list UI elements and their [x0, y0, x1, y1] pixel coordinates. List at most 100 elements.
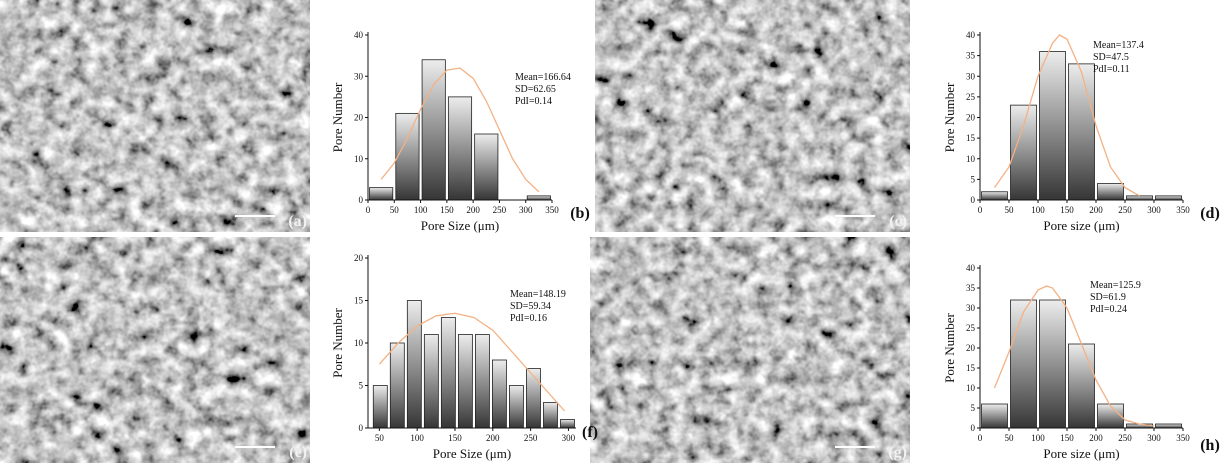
panel-label: (d): [1200, 205, 1220, 222]
bar: [458, 335, 472, 429]
x-tick-label: 200: [466, 205, 480, 215]
x-tick-label: 300: [562, 433, 576, 443]
bar: [509, 386, 523, 429]
y-axis-title: Pore Number: [942, 312, 957, 382]
y-tick-label: 40: [354, 30, 364, 40]
x-tick-label: 100: [414, 205, 428, 215]
x-tick-label: 200: [486, 433, 500, 443]
annotation: SD=59.34: [510, 301, 551, 312]
bar: [982, 192, 1008, 200]
y-tick-label: 0: [971, 423, 976, 433]
panel-label: (h): [1200, 437, 1220, 454]
y-tick-label: 5: [971, 174, 976, 184]
y-tick-label: 30: [966, 71, 976, 81]
bar: [1156, 196, 1182, 200]
y-tick-label: 0: [359, 195, 364, 205]
y-tick-label: 5: [359, 381, 364, 391]
y-tick-label: 25: [966, 323, 976, 333]
x-tick-label: 50: [375, 433, 385, 443]
x-tick-label: 250: [1118, 433, 1132, 443]
sem-image: [595, 0, 910, 232]
bar: [1011, 300, 1037, 428]
y-tick-label: 40: [966, 263, 976, 273]
annotation: PdI=0.14: [515, 96, 552, 107]
y-tick-label: 15: [354, 296, 364, 306]
annotation: SD=61.9: [1090, 292, 1126, 303]
bar: [407, 301, 421, 429]
x-tick-label: 250: [1118, 205, 1132, 215]
y-tick-label: 30: [966, 303, 976, 313]
y-tick-label: 40: [966, 30, 976, 40]
bar: [1040, 300, 1066, 428]
annotation: Mean=166.64: [515, 72, 571, 83]
sem-image: [0, 237, 310, 463]
image-label: (e): [289, 444, 307, 461]
annotation: SD=47.5: [1093, 52, 1129, 63]
image-label: (c): [889, 213, 907, 230]
bar: [370, 188, 393, 200]
y-tick-label: 5: [971, 403, 976, 413]
bar: [1156, 424, 1182, 428]
x-tick-label: 0: [978, 433, 983, 443]
figure: (a)(c)(e)(g)0102030400501001502002503003…: [0, 0, 1221, 463]
annotation: SD=62.65: [515, 84, 556, 95]
x-tick-label: 200: [1089, 205, 1103, 215]
panel-label: (f): [582, 424, 598, 441]
y-tick-label: 25: [966, 92, 976, 102]
bar: [422, 60, 445, 200]
annotation: Mean=125.9: [1090, 280, 1141, 291]
bar: [982, 404, 1008, 428]
x-axis-title: Pore size (μm): [1043, 218, 1119, 233]
y-tick-label: 10: [966, 154, 976, 164]
image-label: (a): [288, 213, 307, 230]
bar: [543, 403, 557, 429]
x-tick-label: 150: [1060, 205, 1074, 215]
bar: [475, 335, 489, 429]
y-tick-label: 20: [966, 343, 976, 353]
x-axis-title: Pore Size (μm): [433, 446, 511, 461]
bar: [492, 360, 506, 428]
bar: [475, 134, 498, 200]
panel-label: (b): [570, 205, 590, 222]
y-tick-label: 30: [354, 71, 364, 81]
y-axis-title: Pore Number: [330, 307, 345, 377]
bar: [1127, 196, 1153, 200]
x-tick-label: 350: [545, 205, 559, 215]
x-axis-title: Pore Size (μm): [421, 218, 499, 233]
y-tick-label: 15: [966, 133, 976, 143]
x-tick-label: 300: [519, 205, 533, 215]
x-tick-label: 50: [390, 205, 400, 215]
bar: [526, 369, 540, 429]
bar: [441, 318, 455, 429]
annotation: Mean=148.19: [510, 289, 566, 300]
bar: [1069, 344, 1095, 428]
x-tick-label: 100: [1031, 433, 1045, 443]
x-tick-label: 150: [1060, 433, 1074, 443]
bar: [448, 97, 471, 200]
y-axis-title: Pore Number: [942, 82, 957, 152]
annotation: PdI=0.16: [510, 313, 547, 324]
y-tick-label: 35: [966, 51, 976, 61]
x-axis-title: Pore size (μm): [1043, 446, 1119, 461]
annotation: PdI=0.11: [1093, 64, 1130, 75]
sem-image: [590, 237, 910, 463]
bar: [1069, 64, 1095, 200]
x-tick-label: 100: [1031, 205, 1045, 215]
annotation: Mean=137.4: [1093, 40, 1144, 51]
y-tick-label: 10: [354, 154, 364, 164]
x-tick-label: 0: [366, 205, 371, 215]
bar: [396, 113, 419, 200]
annotation: PdI=0.24: [1090, 304, 1127, 315]
y-tick-label: 0: [359, 423, 364, 433]
x-tick-label: 150: [440, 205, 454, 215]
bar: [1098, 184, 1124, 201]
y-tick-label: 10: [966, 383, 976, 393]
x-tick-label: 50: [1005, 205, 1015, 215]
y-tick-label: 15: [966, 363, 976, 373]
bar: [1040, 52, 1066, 201]
bar: [560, 420, 574, 429]
x-tick-label: 350: [1176, 205, 1190, 215]
x-tick-label: 100: [410, 433, 424, 443]
bar: [373, 386, 387, 429]
y-tick-label: 20: [354, 113, 364, 123]
